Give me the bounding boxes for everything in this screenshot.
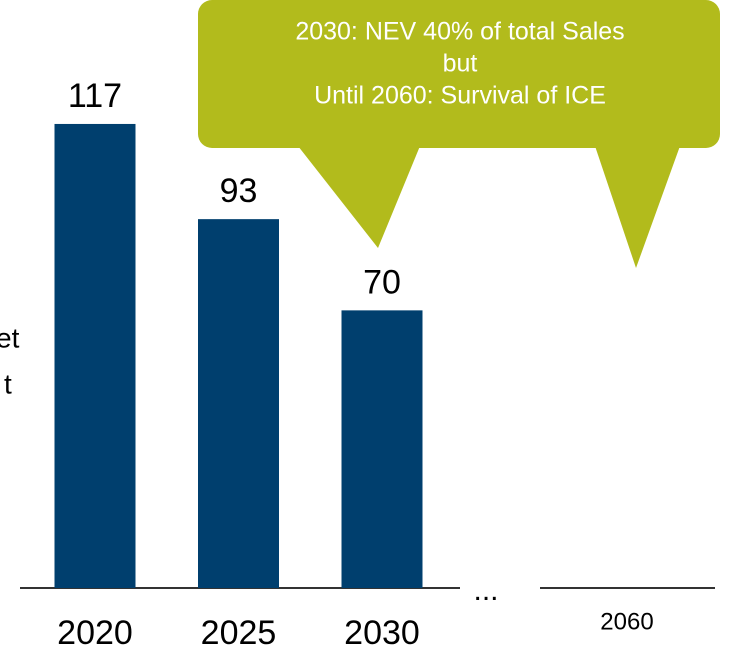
x-tick-label: 2060 [600,608,653,635]
side-text: et [0,322,20,353]
callout-line: Until 2060: Survival of ICE [314,82,606,110]
callout-line: but [443,50,478,78]
callout: 2030: NEV 40% of total Sales but Until 2… [198,0,720,268]
x-tick-label: 2025 [201,614,277,652]
callout-pointer [595,146,680,268]
value-label: 117 [68,77,122,115]
bar [198,219,279,588]
callout-line: 2030: NEV 40% of total Sales [295,18,624,46]
callout-pointer [298,146,420,248]
x-tick-label: 2030 [344,614,420,652]
side-text: t [4,368,12,399]
axis-break: ... [473,574,498,607]
bar [341,310,423,588]
bar [54,123,136,589]
value-label: 93 [220,172,258,210]
value-label: 70 [363,263,401,301]
callout-box [198,0,720,148]
x-tick-label: 2020 [57,614,133,652]
